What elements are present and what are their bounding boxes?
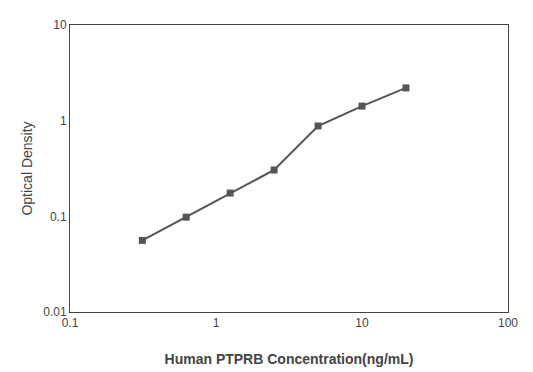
- svg-text:Optical Density: Optical Density: [19, 121, 35, 215]
- svg-text:10: 10: [355, 316, 369, 330]
- svg-text:100: 100: [498, 316, 518, 330]
- svg-text:0.1: 0.1: [62, 316, 79, 330]
- svg-text:10: 10: [53, 18, 67, 32]
- svg-text:Human PTPRB Concentration(ng/m: Human PTPRB Concentration(ng/mL): [165, 351, 414, 367]
- svg-text:1: 1: [213, 316, 220, 330]
- svg-text:0.01: 0.01: [43, 305, 67, 319]
- svg-text:0.1: 0.1: [50, 210, 67, 224]
- svg-text:1: 1: [60, 114, 67, 128]
